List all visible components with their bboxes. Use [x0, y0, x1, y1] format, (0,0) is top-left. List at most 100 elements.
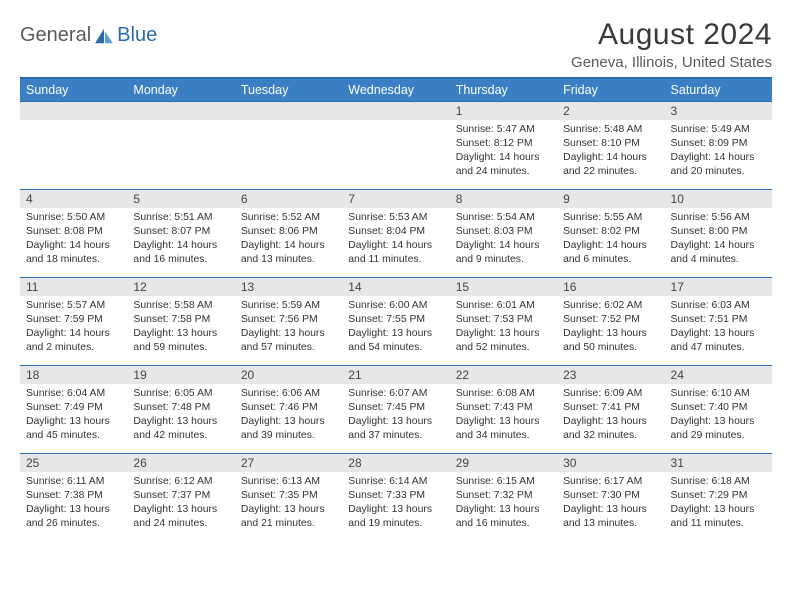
sunrise-line: Sunrise: 5:55 AM — [563, 211, 658, 225]
sunset-line: Sunset: 7:35 PM — [241, 489, 336, 503]
day-details: Sunrise: 6:11 AMSunset: 7:38 PMDaylight:… — [20, 472, 127, 535]
sunrise-line: Sunrise: 6:05 AM — [133, 387, 228, 401]
day-details: Sunrise: 5:49 AMSunset: 8:09 PMDaylight:… — [665, 120, 772, 183]
sunset-line: Sunset: 7:33 PM — [348, 489, 443, 503]
daylight-line: Daylight: 14 hours and 6 minutes. — [563, 239, 658, 267]
week-row: 4Sunrise: 5:50 AMSunset: 8:08 PMDaylight… — [20, 190, 772, 278]
day-details: Sunrise: 6:07 AMSunset: 7:45 PMDaylight:… — [342, 384, 449, 447]
day-number: 16 — [557, 278, 664, 296]
month-title: August 2024 — [571, 18, 772, 52]
daylight-line: Daylight: 13 hours and 50 minutes. — [563, 327, 658, 355]
sunset-line: Sunset: 7:59 PM — [26, 313, 121, 327]
day-cell: 7Sunrise: 5:53 AMSunset: 8:04 PMDaylight… — [342, 190, 449, 278]
day-cell: 22Sunrise: 6:08 AMSunset: 7:43 PMDayligh… — [450, 366, 557, 454]
day-number: 5 — [127, 190, 234, 208]
day-number: 10 — [665, 190, 772, 208]
day-number: 15 — [450, 278, 557, 296]
sunset-line: Sunset: 7:56 PM — [241, 313, 336, 327]
day-cell: 29Sunrise: 6:15 AMSunset: 7:32 PMDayligh… — [450, 454, 557, 542]
daylight-line: Daylight: 13 hours and 32 minutes. — [563, 415, 658, 443]
sunset-line: Sunset: 8:02 PM — [563, 225, 658, 239]
day-details: Sunrise: 5:51 AMSunset: 8:07 PMDaylight:… — [127, 208, 234, 271]
header: General Blue August 2024 Geneva, Illinoi… — [20, 18, 772, 71]
sunset-line: Sunset: 7:53 PM — [456, 313, 551, 327]
day-cell: 24Sunrise: 6:10 AMSunset: 7:40 PMDayligh… — [665, 366, 772, 454]
day-cell — [235, 102, 342, 190]
col-saturday: Saturday — [665, 78, 772, 102]
sunrise-line: Sunrise: 5:57 AM — [26, 299, 121, 313]
sunrise-line: Sunrise: 6:15 AM — [456, 475, 551, 489]
weekday-header-row: Sunday Monday Tuesday Wednesday Thursday… — [20, 78, 772, 102]
day-details: Sunrise: 5:47 AMSunset: 8:12 PMDaylight:… — [450, 120, 557, 183]
day-cell: 23Sunrise: 6:09 AMSunset: 7:41 PMDayligh… — [557, 366, 664, 454]
daylight-line: Daylight: 13 hours and 29 minutes. — [671, 415, 766, 443]
day-cell: 16Sunrise: 6:02 AMSunset: 7:52 PMDayligh… — [557, 278, 664, 366]
day-cell: 30Sunrise: 6:17 AMSunset: 7:30 PMDayligh… — [557, 454, 664, 542]
daylight-line: Daylight: 13 hours and 21 minutes. — [241, 503, 336, 531]
day-details: Sunrise: 6:12 AMSunset: 7:37 PMDaylight:… — [127, 472, 234, 535]
day-details: Sunrise: 6:04 AMSunset: 7:49 PMDaylight:… — [20, 384, 127, 447]
day-number: 24 — [665, 366, 772, 384]
sunrise-line: Sunrise: 5:54 AM — [456, 211, 551, 225]
logo-text-blue: Blue — [117, 24, 157, 47]
sunset-line: Sunset: 8:12 PM — [456, 137, 551, 151]
sunset-line: Sunset: 8:07 PM — [133, 225, 228, 239]
calendar-table: Sunday Monday Tuesday Wednesday Thursday… — [20, 77, 772, 542]
day-number: 23 — [557, 366, 664, 384]
logo: General Blue — [20, 18, 157, 47]
col-sunday: Sunday — [20, 78, 127, 102]
col-monday: Monday — [127, 78, 234, 102]
sunrise-line: Sunrise: 6:01 AM — [456, 299, 551, 313]
col-thursday: Thursday — [450, 78, 557, 102]
day-cell: 5Sunrise: 5:51 AMSunset: 8:07 PMDaylight… — [127, 190, 234, 278]
sunrise-line: Sunrise: 6:04 AM — [26, 387, 121, 401]
sunset-line: Sunset: 8:06 PM — [241, 225, 336, 239]
daylight-line: Daylight: 14 hours and 24 minutes. — [456, 151, 551, 179]
daylight-line: Daylight: 14 hours and 16 minutes. — [133, 239, 228, 267]
sunrise-line: Sunrise: 6:17 AM — [563, 475, 658, 489]
daylight-line: Daylight: 13 hours and 45 minutes. — [26, 415, 121, 443]
sunrise-line: Sunrise: 6:03 AM — [671, 299, 766, 313]
day-number: 14 — [342, 278, 449, 296]
daylight-line: Daylight: 14 hours and 4 minutes. — [671, 239, 766, 267]
day-number: 7 — [342, 190, 449, 208]
day-number: 26 — [127, 454, 234, 472]
sunset-line: Sunset: 7:29 PM — [671, 489, 766, 503]
day-number: 18 — [20, 366, 127, 384]
day-number: 12 — [127, 278, 234, 296]
day-number: 25 — [20, 454, 127, 472]
daylight-line: Daylight: 14 hours and 18 minutes. — [26, 239, 121, 267]
day-details: Sunrise: 5:53 AMSunset: 8:04 PMDaylight:… — [342, 208, 449, 271]
sunrise-line: Sunrise: 6:12 AM — [133, 475, 228, 489]
sunset-line: Sunset: 8:00 PM — [671, 225, 766, 239]
col-friday: Friday — [557, 78, 664, 102]
sunrise-line: Sunrise: 6:09 AM — [563, 387, 658, 401]
day-details: Sunrise: 5:54 AMSunset: 8:03 PMDaylight:… — [450, 208, 557, 271]
col-wednesday: Wednesday — [342, 78, 449, 102]
daylight-line: Daylight: 14 hours and 11 minutes. — [348, 239, 443, 267]
sunrise-line: Sunrise: 6:14 AM — [348, 475, 443, 489]
sunset-line: Sunset: 7:52 PM — [563, 313, 658, 327]
daylight-line: Daylight: 13 hours and 13 minutes. — [563, 503, 658, 531]
sunrise-line: Sunrise: 6:07 AM — [348, 387, 443, 401]
week-row: 18Sunrise: 6:04 AMSunset: 7:49 PMDayligh… — [20, 366, 772, 454]
sunrise-line: Sunrise: 5:56 AM — [671, 211, 766, 225]
daylight-line: Daylight: 14 hours and 20 minutes. — [671, 151, 766, 179]
day-number: 17 — [665, 278, 772, 296]
day-cell: 2Sunrise: 5:48 AMSunset: 8:10 PMDaylight… — [557, 102, 664, 190]
sunset-line: Sunset: 7:46 PM — [241, 401, 336, 415]
sunset-line: Sunset: 7:45 PM — [348, 401, 443, 415]
day-cell — [342, 102, 449, 190]
sunrise-line: Sunrise: 6:08 AM — [456, 387, 551, 401]
sunset-line: Sunset: 7:55 PM — [348, 313, 443, 327]
day-cell: 1Sunrise: 5:47 AMSunset: 8:12 PMDaylight… — [450, 102, 557, 190]
day-details — [20, 120, 127, 180]
day-number: 13 — [235, 278, 342, 296]
day-number: 3 — [665, 102, 772, 120]
sunset-line: Sunset: 7:32 PM — [456, 489, 551, 503]
logo-sail-icon — [93, 27, 115, 45]
location: Geneva, Illinois, United States — [571, 54, 772, 71]
day-cell: 27Sunrise: 6:13 AMSunset: 7:35 PMDayligh… — [235, 454, 342, 542]
daylight-line: Daylight: 13 hours and 24 minutes. — [133, 503, 228, 531]
day-cell: 25Sunrise: 6:11 AMSunset: 7:38 PMDayligh… — [20, 454, 127, 542]
